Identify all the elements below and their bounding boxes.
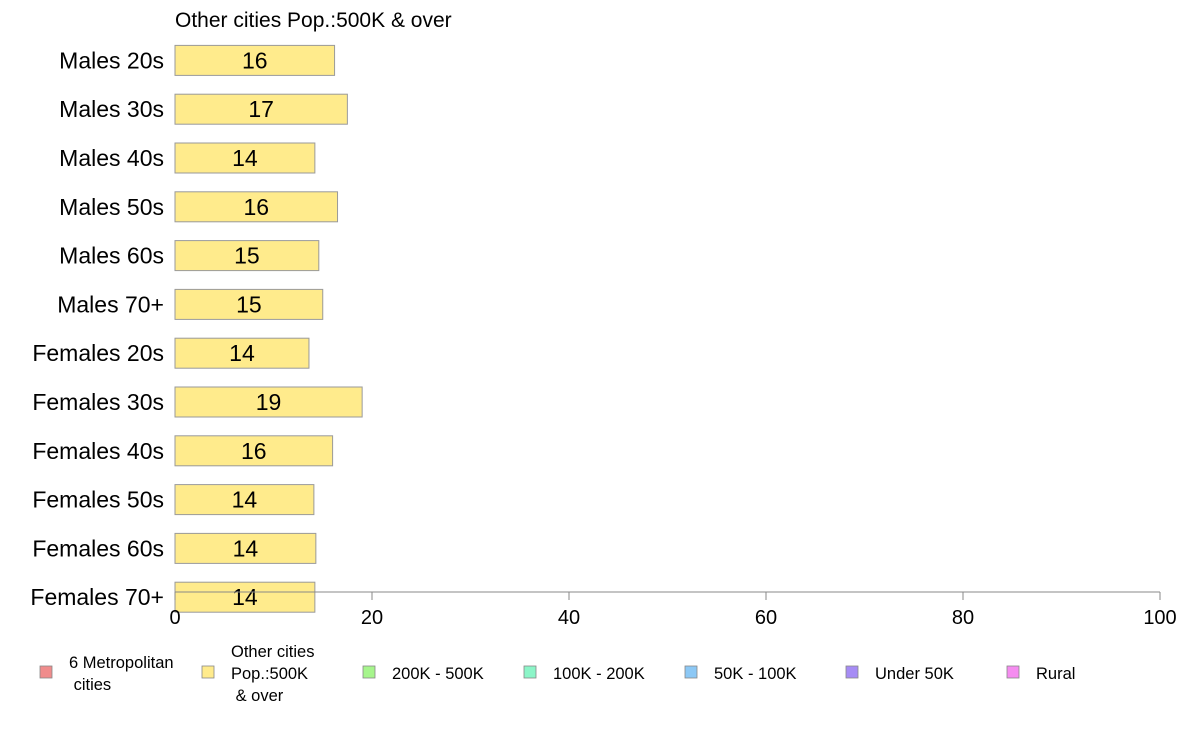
bar (174, 44, 336, 76)
legend-swatch (39, 665, 53, 679)
legend-label: 100K - 200K (553, 665, 645, 683)
data-label: 14 (232, 584, 258, 610)
x-tick-label: 20 (361, 607, 383, 629)
data-label: 14 (232, 487, 258, 513)
data-label: 19 (256, 389, 282, 415)
legend-label: 200K - 500K (392, 665, 484, 683)
bars-group: 16 Males 20s 17 Males 30s 14 Males 40s 16 Males… (30, 44, 363, 613)
category-label: Females 20s (32, 340, 164, 366)
category-label: Females 70+ (30, 584, 164, 610)
legend-label: Other cities (231, 643, 314, 661)
category-label: Males 20s (59, 47, 164, 73)
legend-label: cities (69, 676, 111, 694)
legend-swatch (201, 665, 215, 679)
legend-swatch (523, 665, 537, 679)
x-tick-label: 60 (755, 607, 777, 629)
x-axis: 0 20 40 60 80 100 (169, 591, 1177, 629)
x-tick-label: 100 (1143, 607, 1176, 629)
x-tick-label: 0 (169, 607, 180, 629)
category-label: Females 40s (32, 438, 164, 464)
data-label: 16 (241, 438, 267, 464)
legend-label: Rural (1036, 665, 1075, 683)
data-label: 14 (232, 145, 258, 171)
category-label: Males 30s (59, 96, 164, 122)
bar (174, 435, 334, 467)
legend-label: 6 Metropolitan (69, 654, 174, 672)
bar (174, 532, 317, 564)
legend-swatch (362, 665, 376, 679)
data-label: 15 (236, 291, 262, 317)
legend: 6 Metropolitan cities Other cities Pop.:50… (39, 643, 1075, 705)
legend-swatch (684, 665, 698, 679)
bar (174, 240, 320, 272)
bar (174, 386, 363, 418)
legend-swatch (845, 665, 859, 679)
category-label: Males 50s (59, 194, 164, 220)
legend-label: & over (231, 687, 284, 705)
legend-swatch (1006, 665, 1020, 679)
legend-label: Under 50K (875, 665, 954, 683)
bar (174, 191, 339, 223)
data-label: 16 (242, 47, 268, 73)
bar (174, 93, 348, 125)
bar (174, 288, 324, 320)
category-label: Females 50s (32, 487, 164, 513)
bar (174, 337, 310, 369)
category-label: Males 70+ (57, 291, 164, 317)
legend-label: Pop.:500K (231, 665, 308, 683)
data-label: 15 (234, 243, 260, 269)
category-label: Females 60s (32, 535, 164, 561)
data-label: 17 (248, 96, 274, 122)
chart-title: Other cities Pop.:500K & over (175, 9, 452, 32)
x-tick-label: 40 (558, 607, 580, 629)
bar (174, 142, 316, 174)
category-label: Females 30s (32, 389, 164, 415)
category-label: Males 40s (59, 145, 164, 171)
x-tick-label: 80 (952, 607, 974, 629)
data-label: 14 (233, 535, 259, 561)
data-label: 16 (243, 194, 269, 220)
category-label: Males 60s (59, 243, 164, 269)
legend-label: 50K - 100K (714, 665, 797, 683)
bar (174, 581, 316, 613)
data-label: 14 (229, 340, 255, 366)
bar (174, 484, 315, 516)
